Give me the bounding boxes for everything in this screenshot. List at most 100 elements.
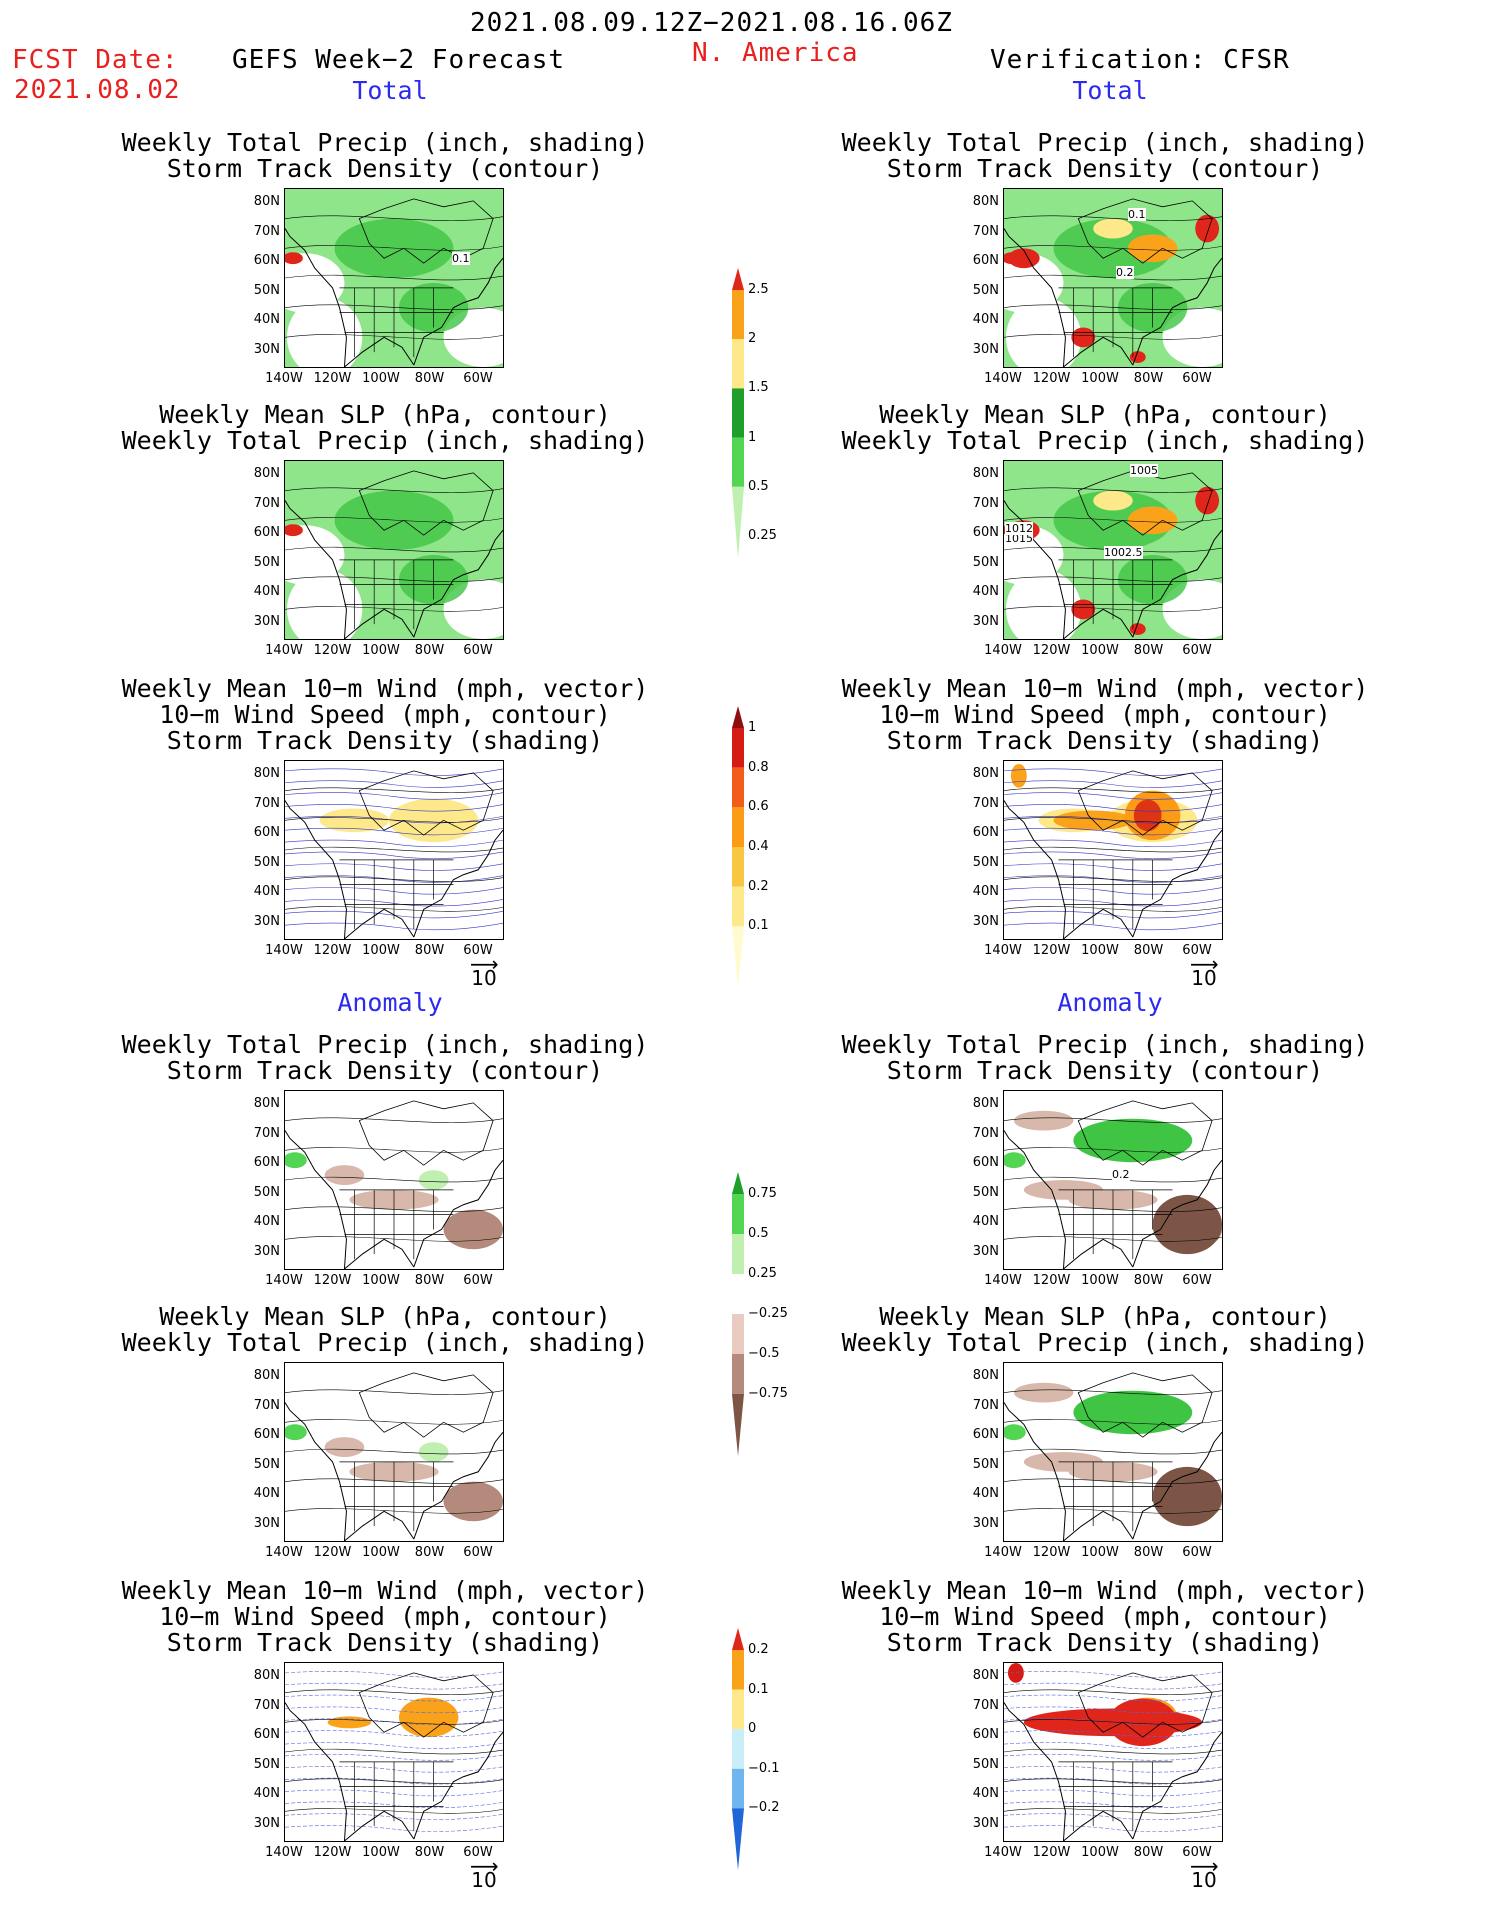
lat-tick-label: 40N (253, 884, 280, 899)
lat-tick-label: 80N (972, 1668, 999, 1683)
map-fcst-slp-precip (284, 460, 504, 640)
colorbar-track-anom (720, 1628, 780, 1870)
lat-tick-label: 70N (253, 795, 280, 811)
lon-tick-label: 120W (1032, 1845, 1071, 1860)
lat-tick-label: 70N (972, 495, 999, 511)
contour-label: 1005 (1130, 464, 1158, 477)
lon-tick-label: 80W (414, 371, 445, 386)
vector-ref-ver-anom: ⟶ 10 (1190, 1854, 1219, 1892)
lon-tick-label: 60W (463, 1545, 493, 1560)
colorbar-precip-anom (720, 1172, 780, 1456)
lon-tick-label: 80W (414, 943, 445, 958)
lon-tick-label: 80W (1133, 943, 1164, 958)
map-anom-ver-precip-track (1003, 1090, 1223, 1270)
section-total-left: Total (352, 76, 428, 105)
lon-tick-label: 80W (1133, 371, 1164, 386)
lat-tick-label: 30N (253, 1815, 280, 1831)
lon-tick-label: 80W (1133, 643, 1164, 658)
lat-tick-label: 40N (253, 312, 280, 327)
lon-tick-label: 100W (1081, 943, 1119, 958)
colorbar-tick-label: −0.75 (748, 1386, 788, 1401)
lat-tick-label: 70N (972, 1397, 999, 1413)
vector-ref-fcst-total: ⟶ 10 (470, 952, 499, 990)
lat-tick-label: 50N (253, 1456, 280, 1472)
contour-label: 1002.5 (1104, 546, 1143, 559)
lat-tick-label: 70N (972, 223, 999, 239)
lat-tick-label: 70N (972, 795, 999, 811)
lon-tick-label: 120W (1032, 643, 1071, 658)
lat-tick-label: 40N (253, 1214, 280, 1229)
lon-tick-label: 100W (362, 1273, 400, 1288)
lat-tick-label: 80N (253, 194, 280, 209)
title-fcst-wind-track: Weekly Mean 10−m Wind (mph, vector) 10−m… (121, 674, 649, 755)
colorbar-tick-label: 0.1 (748, 1681, 769, 1697)
lon-tick-label: 60W (463, 371, 493, 386)
title-ver-wind-track: Weekly Mean 10−m Wind (mph, vector) 10−m… (841, 674, 1369, 755)
lon-tick-label: 140W (265, 1545, 303, 1560)
lat-tick-label: 70N (253, 495, 280, 511)
colorbar-tick-label: 0.2 (748, 878, 769, 894)
lat-tick-label: 30N (253, 913, 280, 929)
colorbar-tick-label: 1 (748, 720, 757, 735)
lon-tick-label: 100W (1081, 1273, 1119, 1288)
lat-tick-label: 50N (972, 1756, 999, 1772)
map-ver-precip-track (1003, 188, 1223, 368)
map-fcst-precip-track (284, 188, 504, 368)
lat-tick-label: 50N (972, 854, 999, 870)
colorbar-tick-label: 0.4 (748, 839, 769, 854)
colorbar-tick-label: 0.8 (748, 759, 769, 775)
lat-tick-label: 40N (972, 584, 999, 599)
vector-ref-fcst-anom: ⟶ 10 (470, 1854, 499, 1892)
lat-tick-label: 70N (253, 1125, 280, 1141)
lon-tick-label: 80W (1133, 1845, 1164, 1860)
lat-tick-label: 50N (972, 1184, 999, 1200)
colorbar-tick-label: 0.25 (748, 528, 777, 543)
lat-tick-label: 30N (972, 1243, 999, 1259)
fcst-date-label: FCST Date: (12, 45, 179, 75)
colorbar-tick-label: −0.5 (748, 1346, 780, 1361)
lon-tick-label: 120W (1032, 1545, 1071, 1560)
title-anom-fcst-wind-track: Weekly Mean 10−m Wind (mph, vector) 10−m… (121, 1576, 649, 1657)
lon-tick-label: 100W (362, 371, 400, 386)
lon-tick-label: 100W (362, 1845, 400, 1860)
lon-tick-label: 60W (1182, 1545, 1212, 1560)
section-total-right: Total (1072, 76, 1148, 105)
title-ver-slp-precip: Weekly Mean SLP (hPa, contour) Weekly To… (841, 400, 1369, 455)
lat-tick-label: 60N (972, 1155, 999, 1170)
lat-tick-label: 30N (253, 1515, 280, 1531)
title-anom-ver-slp-precip: Weekly Mean SLP (hPa, contour) Weekly To… (841, 1302, 1369, 1357)
colorbar-tick-label: 0.1 (748, 918, 769, 934)
lon-tick-label: 100W (362, 1545, 400, 1560)
lat-tick-label: 60N (253, 1727, 280, 1742)
lat-tick-label: 80N (972, 766, 999, 781)
lat-tick-label: 70N (972, 1697, 999, 1713)
fcst-date: 2021.08.02 (14, 75, 181, 105)
lon-tick-label: 100W (1081, 371, 1119, 386)
lat-tick-label: 50N (972, 282, 999, 298)
lon-tick-label: 60W (463, 1273, 493, 1288)
lon-tick-label: 100W (1081, 643, 1119, 658)
lat-tick-label: 60N (253, 1155, 280, 1170)
lat-tick-label: 40N (253, 1486, 280, 1501)
lon-tick-label: 60W (1182, 371, 1212, 386)
lon-tick-label: 140W (265, 1273, 303, 1288)
lon-tick-label: 120W (1032, 1273, 1071, 1288)
lat-tick-label: 40N (972, 1214, 999, 1229)
title-ver-precip-track: Weekly Total Precip (inch, shading) Stor… (841, 128, 1369, 183)
lon-tick-label: 100W (362, 943, 400, 958)
lat-tick-label: 60N (972, 1427, 999, 1442)
lat-tick-label: 50N (972, 554, 999, 570)
lat-tick-label: 80N (972, 194, 999, 209)
title-anom-ver-precip-track: Weekly Total Precip (inch, shading) Stor… (841, 1030, 1369, 1085)
lon-tick-label: 120W (313, 1545, 352, 1560)
lat-tick-label: 40N (972, 1786, 999, 1801)
map-anom-ver-wind-track (1003, 1662, 1223, 1842)
map-ver-slp-precip (1003, 460, 1223, 640)
lat-tick-label: 80N (972, 466, 999, 481)
lon-tick-label: 80W (414, 1545, 445, 1560)
lon-tick-label: 120W (313, 1845, 352, 1860)
map-anom-ver-slp-precip (1003, 1362, 1223, 1542)
map-anom-fcst-precip-track (284, 1090, 504, 1270)
colorbar-tick-label: 0.2 (748, 1642, 769, 1657)
contour-label: 1015 (1005, 532, 1033, 545)
